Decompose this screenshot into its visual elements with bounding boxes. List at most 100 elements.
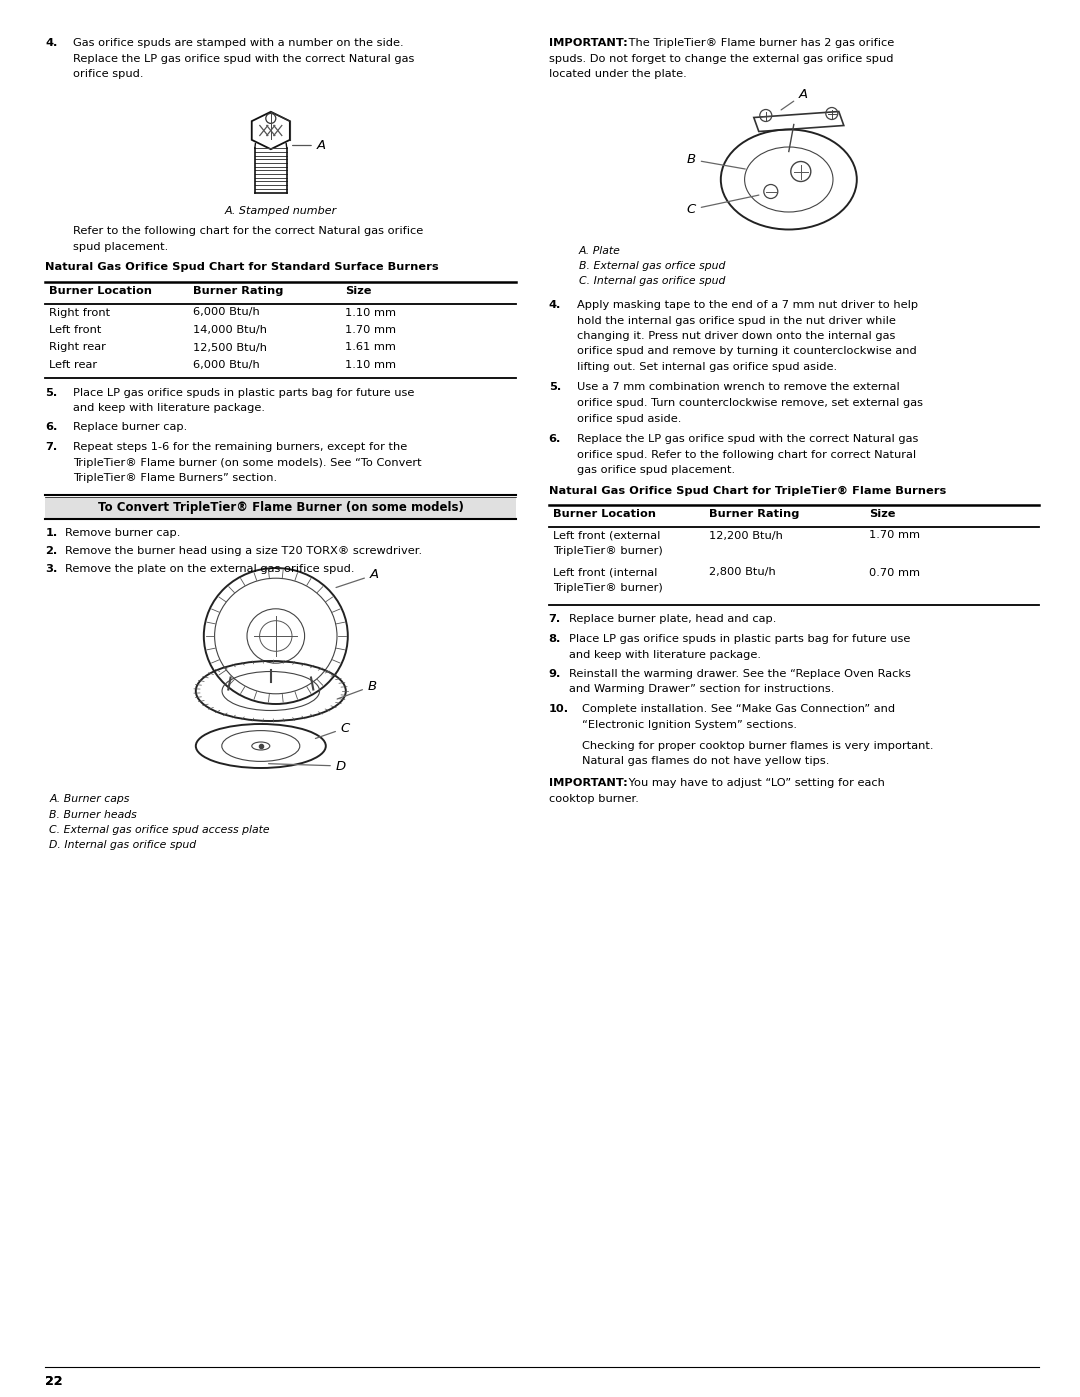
Text: 6,000 Btu/h: 6,000 Btu/h (193, 307, 260, 317)
Text: 9.: 9. (549, 669, 561, 679)
Text: Left rear: Left rear (50, 360, 97, 370)
Text: 6.: 6. (45, 422, 57, 433)
Text: 1.70 mm: 1.70 mm (346, 326, 396, 335)
Text: Place LP gas orifice spuds in plastic parts bag for future use: Place LP gas orifice spuds in plastic pa… (73, 387, 415, 398)
Text: A: A (293, 138, 326, 152)
Text: 1.: 1. (45, 528, 57, 538)
Text: D. Internal gas orifice spud: D. Internal gas orifice spud (50, 841, 197, 851)
Text: TripleTier® burner): TripleTier® burner) (553, 583, 662, 592)
Text: Burner Rating: Burner Rating (708, 509, 799, 520)
Text: C. External gas orifice spud access plate: C. External gas orifice spud access plat… (50, 826, 270, 835)
Text: Apply masking tape to the end of a 7 mm nut driver to help: Apply masking tape to the end of a 7 mm … (577, 300, 918, 310)
Text: Left front (external: Left front (external (553, 531, 660, 541)
Text: Gas orifice spuds are stamped with a number on the side.: Gas orifice spuds are stamped with a num… (73, 38, 404, 47)
Text: Burner Location: Burner Location (50, 286, 152, 296)
Text: Place LP gas orifice spuds in plastic parts bag for future use: Place LP gas orifice spuds in plastic pa… (569, 634, 910, 644)
Text: Left front (internal: Left front (internal (553, 567, 657, 577)
Text: Size: Size (868, 509, 895, 520)
Text: Replace the LP gas orifice spud with the correct Natural gas: Replace the LP gas orifice spud with the… (73, 53, 415, 63)
Text: “Electronic Ignition System” sections.: “Electronic Ignition System” sections. (582, 719, 797, 729)
Text: 5.: 5. (45, 387, 57, 398)
Text: Burner Location: Burner Location (553, 509, 656, 520)
Text: lifting out. Set internal gas orifice spud aside.: lifting out. Set internal gas orifice sp… (577, 362, 837, 372)
Text: Replace burner plate, head and cap.: Replace burner plate, head and cap. (569, 615, 777, 624)
Text: 1.70 mm: 1.70 mm (868, 531, 920, 541)
Bar (45, 496, 516, 518)
Text: 22: 22 (45, 1375, 63, 1389)
Text: A. Stamped number: A. Stamped number (225, 207, 337, 217)
Text: Checking for proper cooktop burner flames is very important.: Checking for proper cooktop burner flame… (582, 740, 933, 752)
Text: B: B (687, 154, 745, 169)
Text: Remove the plate on the external gas orifice spud.: Remove the plate on the external gas ori… (66, 563, 355, 574)
Text: Repeat steps 1-6 for the remaining burners, except for the: Repeat steps 1-6 for the remaining burne… (73, 441, 407, 453)
Text: and keep with literature package.: and keep with literature package. (569, 650, 760, 659)
Text: Replace the LP gas orifice spud with the correct Natural gas: Replace the LP gas orifice spud with the… (577, 434, 918, 444)
Text: Refer to the following chart for the correct Natural gas orifice: Refer to the following chart for the cor… (73, 226, 423, 236)
Text: Natural Gas Orifice Spud Chart for TripleTier® Flame Burners: Natural Gas Orifice Spud Chart for Tripl… (549, 486, 946, 496)
Text: TripleTier® Flame burner (on some models). See “To Convert: TripleTier® Flame burner (on some models… (73, 457, 422, 468)
Text: 12,500 Btu/h: 12,500 Btu/h (193, 342, 268, 352)
Text: 2.: 2. (45, 546, 57, 556)
Text: orifice spud. Refer to the following chart for correct Natural: orifice spud. Refer to the following cha… (577, 450, 916, 460)
Text: Right front: Right front (50, 307, 110, 317)
Text: 7.: 7. (45, 441, 57, 453)
Text: 4.: 4. (45, 38, 57, 47)
Text: B: B (337, 679, 377, 698)
Text: 10.: 10. (549, 704, 569, 714)
Text: 14,000 Btu/h: 14,000 Btu/h (193, 326, 268, 335)
Text: 2,800 Btu/h: 2,800 Btu/h (708, 567, 775, 577)
Text: B. Burner heads: B. Burner heads (50, 809, 137, 820)
Text: cooktop burner.: cooktop burner. (549, 793, 638, 803)
Text: 1.10 mm: 1.10 mm (346, 360, 396, 370)
Text: orifice spud and remove by turning it counterclockwise and: orifice spud and remove by turning it co… (577, 346, 917, 356)
Text: To Convert TripleTier® Flame Burner (on some models): To Convert TripleTier® Flame Burner (on … (98, 502, 463, 514)
Text: C. Internal gas orifice spud: C. Internal gas orifice spud (579, 277, 725, 286)
Text: IMPORTANT:: IMPORTANT: (549, 38, 627, 47)
Text: gas orifice spud placement.: gas orifice spud placement. (577, 465, 734, 475)
Text: Reinstall the warming drawer. See the “Replace Oven Racks: Reinstall the warming drawer. See the “R… (569, 669, 910, 679)
Text: Remove burner cap.: Remove burner cap. (66, 528, 180, 538)
Text: located under the plate.: located under the plate. (549, 68, 687, 80)
Text: C: C (315, 721, 350, 739)
Text: 5.: 5. (549, 383, 561, 393)
Text: 3.: 3. (45, 563, 57, 574)
Text: IMPORTANT:: IMPORTANT: (549, 778, 627, 788)
Text: and keep with literature package.: and keep with literature package. (73, 402, 266, 414)
Text: Complete installation. See “Make Gas Connection” and: Complete installation. See “Make Gas Con… (582, 704, 894, 714)
Text: The TripleTier® Flame burner has 2 gas orifice: The TripleTier® Flame burner has 2 gas o… (624, 38, 894, 47)
Text: Left front: Left front (50, 326, 102, 335)
Text: C: C (687, 196, 759, 217)
Text: orifice spud. Turn counterclockwise remove, set external gas: orifice spud. Turn counterclockwise remo… (577, 398, 922, 408)
Text: Use a 7 mm combination wrench to remove the external: Use a 7 mm combination wrench to remove … (577, 383, 900, 393)
Text: Natural Gas Orifice Spud Chart for Standard Surface Burners: Natural Gas Orifice Spud Chart for Stand… (45, 263, 438, 272)
Text: A: A (336, 569, 379, 588)
Text: Burner Rating: Burner Rating (193, 286, 284, 296)
Text: Natural gas flames do not have yellow tips.: Natural gas flames do not have yellow ti… (582, 757, 829, 767)
Text: B. External gas orfice spud: B. External gas orfice spud (579, 261, 725, 271)
Text: 7.: 7. (549, 615, 561, 624)
Text: D: D (269, 760, 346, 773)
Text: 12,200 Btu/h: 12,200 Btu/h (708, 531, 783, 541)
Text: 22: 22 (45, 1375, 63, 1389)
Text: 1.61 mm: 1.61 mm (346, 342, 396, 352)
Text: 6,000 Btu/h: 6,000 Btu/h (193, 360, 260, 370)
Text: TripleTier® burner): TripleTier® burner) (553, 546, 662, 556)
Text: 6.: 6. (549, 434, 561, 444)
Text: Remove the burner head using a size T20 TORX® screwdriver.: Remove the burner head using a size T20 … (66, 546, 422, 556)
Text: A. Plate: A. Plate (579, 246, 621, 256)
Text: spud placement.: spud placement. (73, 242, 168, 251)
Text: hold the internal gas orifice spud in the nut driver while: hold the internal gas orifice spud in th… (577, 316, 895, 326)
Text: changing it. Press nut driver down onto the internal gas: changing it. Press nut driver down onto … (577, 331, 895, 341)
Text: You may have to adjust “LO” setting for each: You may have to adjust “LO” setting for … (624, 778, 885, 788)
Text: Right rear: Right rear (50, 342, 106, 352)
Text: spuds. Do not forget to change the external gas orifice spud: spuds. Do not forget to change the exter… (549, 53, 893, 63)
Text: 0.70 mm: 0.70 mm (868, 567, 920, 577)
Text: 1.10 mm: 1.10 mm (346, 307, 396, 317)
Text: Replace burner cap.: Replace burner cap. (73, 422, 188, 433)
Text: Size: Size (346, 286, 372, 296)
Text: orifice spud aside.: orifice spud aside. (577, 414, 681, 423)
Text: TripleTier® Flame Burners” section.: TripleTier® Flame Burners” section. (73, 474, 278, 483)
Text: orifice spud.: orifice spud. (73, 68, 144, 80)
Text: A: A (781, 88, 808, 110)
Text: and Warming Drawer” section for instructions.: and Warming Drawer” section for instruct… (569, 685, 834, 694)
